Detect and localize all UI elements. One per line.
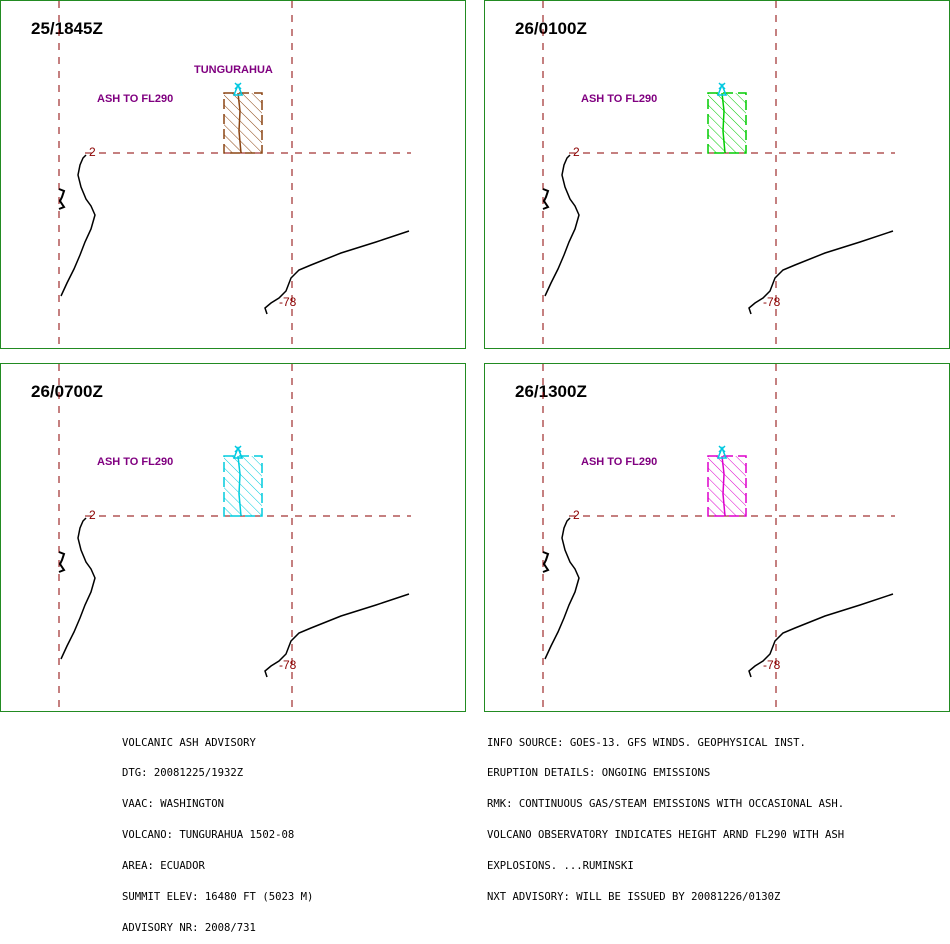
map-canvas: -2 -78 ASH TO FL290 TUNGURAHUA [58,1,411,348]
advisory-line: AREA: ECUADOR [122,860,205,873]
map-panel-2: 26/0100Z -2 -78 ASH TO FL290 [484,0,950,349]
panel-time: 26/0700Z [31,382,103,401]
volcano-triangle-icon [716,445,728,459]
map-panel-1: 25/1845Z -2 -78 ASH TO FL290 TUNGURAHUA [0,0,466,349]
lat-label: -2 [85,508,96,522]
coastline-gulf [58,188,66,210]
coastline [544,517,580,660]
ash-height-label: ASH TO FL290 [97,456,173,468]
volcano-triangle-icon [716,82,728,96]
map-panel-4: 26/1300Z -2 -78 ASH TO FL290 [484,363,950,712]
panel-time: 26/1300Z [515,382,587,401]
advisory-text-right: INFO SOURCE: GOES-13. GFS WINDS. GEOPHYS… [487,717,844,913]
advisory-text-left: VOLCANIC ASH ADVISORY DTG: 20081225/1932… [122,717,313,944]
ash-plume-axis [237,92,242,154]
coastline-gulf [58,551,66,573]
border-line [264,230,410,315]
advisory-line: SUMMIT ELEV: 16480 FT (5023 M) [122,891,314,904]
advisory-line: DTG: 20081225/1932Z [122,767,244,780]
volcano-cross-icon [234,445,242,453]
map-canvas: -2 -78 ASH TO FL290 [58,364,411,711]
advisory-line: EXPLOSIONS. ...RUMINSKI [487,860,634,873]
volcano-cross-icon [718,82,726,90]
ash-plume-axis [721,455,726,517]
lon-label: -78 [279,295,297,309]
advisory-line: ADVISORY NR: 2008/731 [122,921,256,934]
ash-plume-axis [721,92,726,154]
border-line [748,230,894,315]
ash-plume-axis [237,455,242,517]
volcano-triangle-icon [232,445,244,459]
lon-label: -78 [279,658,297,672]
lon-label: -78 [763,295,781,309]
ash-plume-area [223,92,263,154]
lon-label: -78 [763,658,781,672]
ash-plume-area [223,455,263,517]
border-line [264,593,410,678]
coastline [544,154,580,297]
advisory-line: VOLCANO OBSERVATORY INDICATES HEIGHT ARN… [487,829,845,842]
ash-plume-area [707,92,747,154]
lat-label: -2 [569,508,580,522]
panel-time: 26/0100Z [515,19,587,38]
map-canvas: -2 -78 ASH TO FL290 [542,364,895,711]
advisory-line: NXT ADVISORY: WILL BE ISSUED BY 20081226… [487,891,781,904]
advisory-line: RMK: CONTINUOUS GAS/STEAM EMISSIONS WITH… [487,798,845,811]
coastline-gulf [542,551,550,573]
map-panel-3: 26/0700Z -2 -78 ASH TO FL290 [0,363,466,712]
advisory-line: INFO SOURCE: GOES-13. GFS WINDS. GEOPHYS… [487,736,806,749]
coastline [60,517,96,660]
ash-plume-area [707,455,747,517]
lat-label: -2 [85,145,96,159]
map-canvas: -2 -78 ASH TO FL290 [542,1,895,348]
coastline [60,154,96,297]
volcano-name-label: TUNGURAHUA [194,64,273,76]
lat-label: -2 [569,145,580,159]
advisory-line: ERUPTION DETAILS: ONGOING EMISSIONS [487,767,711,780]
volcano-cross-icon [718,445,726,453]
ash-height-label: ASH TO FL290 [581,456,657,468]
coastline-gulf [542,188,550,210]
advisory-line: VAAC: WASHINGTON [122,798,225,811]
advisory-line: VOLCANIC ASH ADVISORY [122,736,256,749]
ash-height-label: ASH TO FL290 [581,93,657,105]
panel-time: 25/1845Z [31,19,103,38]
volcano-triangle-icon [232,82,244,96]
volcano-cross-icon [234,82,242,90]
border-line [748,593,894,678]
ash-height-label: ASH TO FL290 [97,93,173,105]
advisory-line: VOLCANO: TUNGURAHUA 1502-08 [122,829,295,842]
